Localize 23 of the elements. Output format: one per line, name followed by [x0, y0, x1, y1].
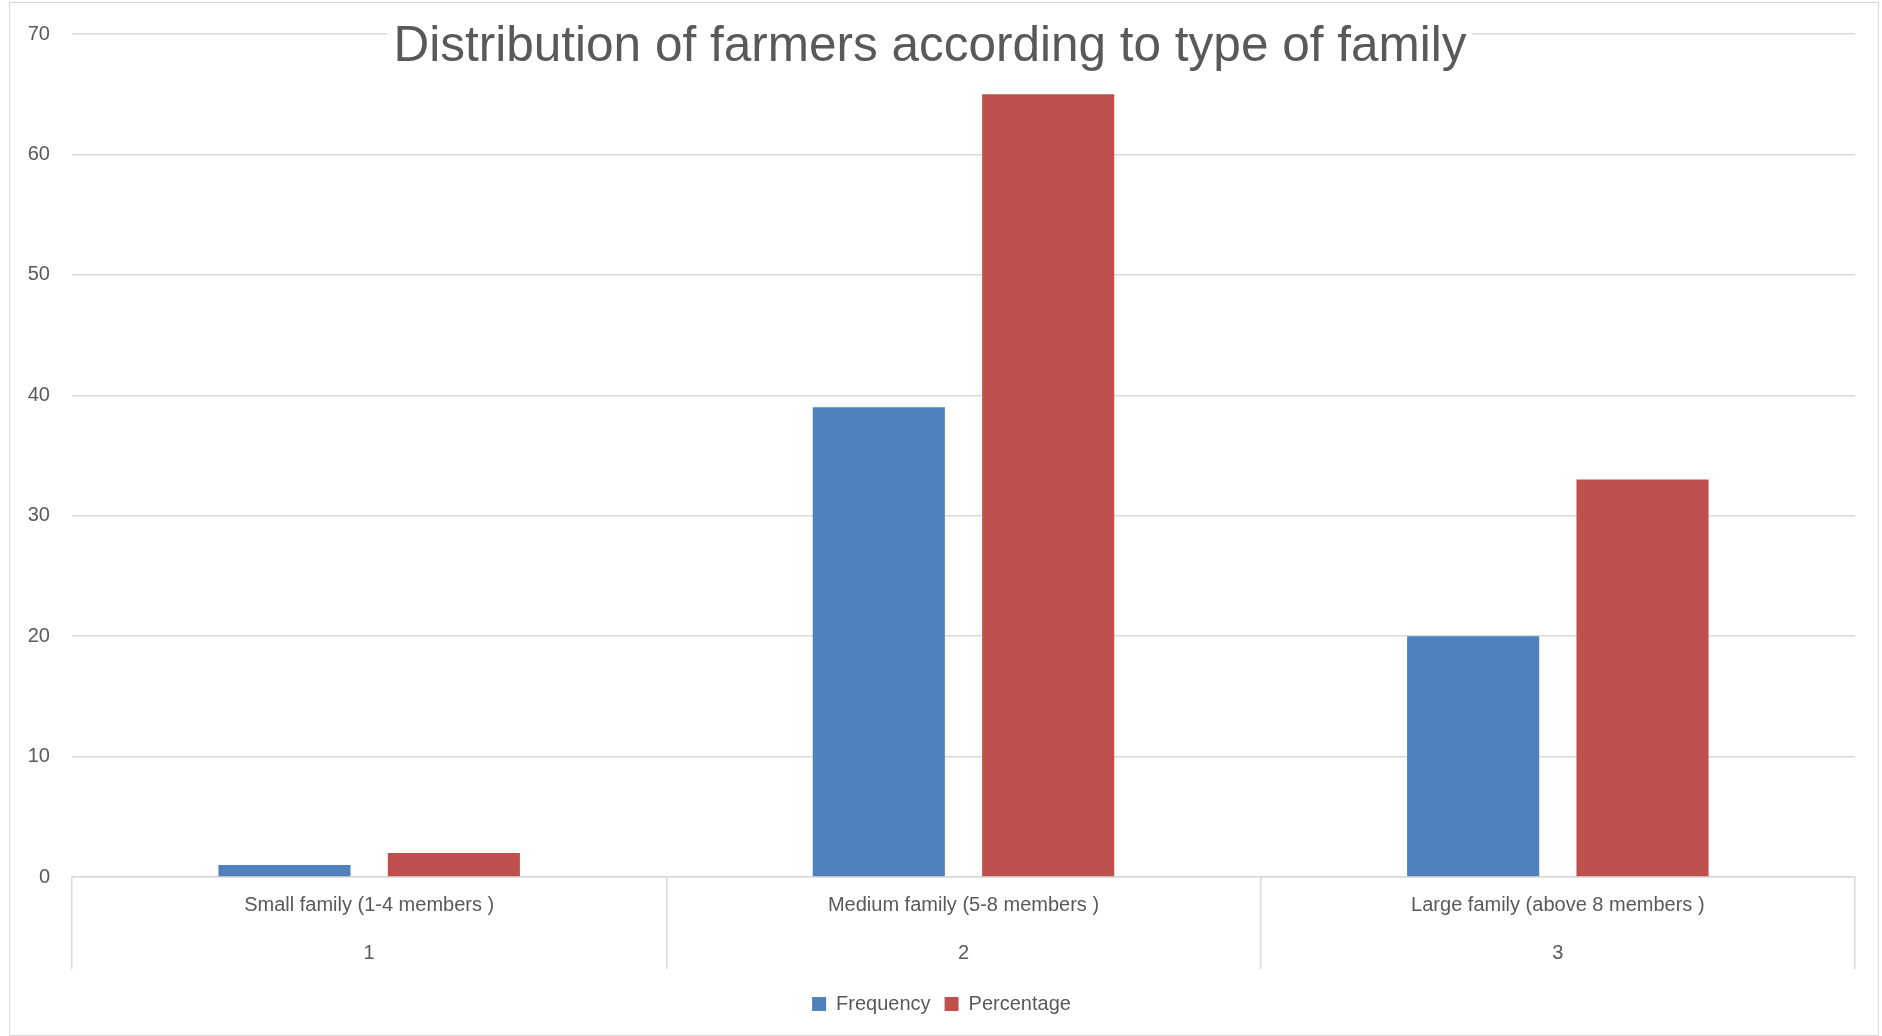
bar	[982, 94, 1115, 877]
bar	[812, 407, 945, 877]
bar	[387, 852, 520, 877]
y-tick-label: 50	[27, 262, 50, 285]
bar	[218, 864, 351, 877]
y-tick-label: 60	[27, 141, 50, 164]
y-tick-label: 70	[27, 21, 50, 44]
x-tick-label: Medium family (5-8 members )	[827, 892, 1100, 915]
bar	[1407, 636, 1540, 877]
text: 1	[363, 940, 375, 963]
y-tick-label: 0	[38, 864, 50, 887]
text: 2	[957, 940, 970, 963]
x-tick-label: Small family (1-4 members )	[244, 892, 495, 915]
legend-label: Percentage	[968, 991, 1071, 1014]
y-tick-label: 20	[27, 623, 50, 646]
bar	[1576, 479, 1709, 877]
chart-title: Distribution of farmers according to type of family	[393, 16, 1467, 71]
x-tick-label: Large family (above 8 members )	[1411, 892, 1705, 915]
text: 3	[1552, 940, 1564, 963]
y-tick-label: 40	[27, 382, 50, 405]
y-tick-label: 10	[27, 744, 50, 767]
y-tick-label: 30	[27, 503, 50, 526]
legend-label: Frequency	[836, 991, 931, 1014]
